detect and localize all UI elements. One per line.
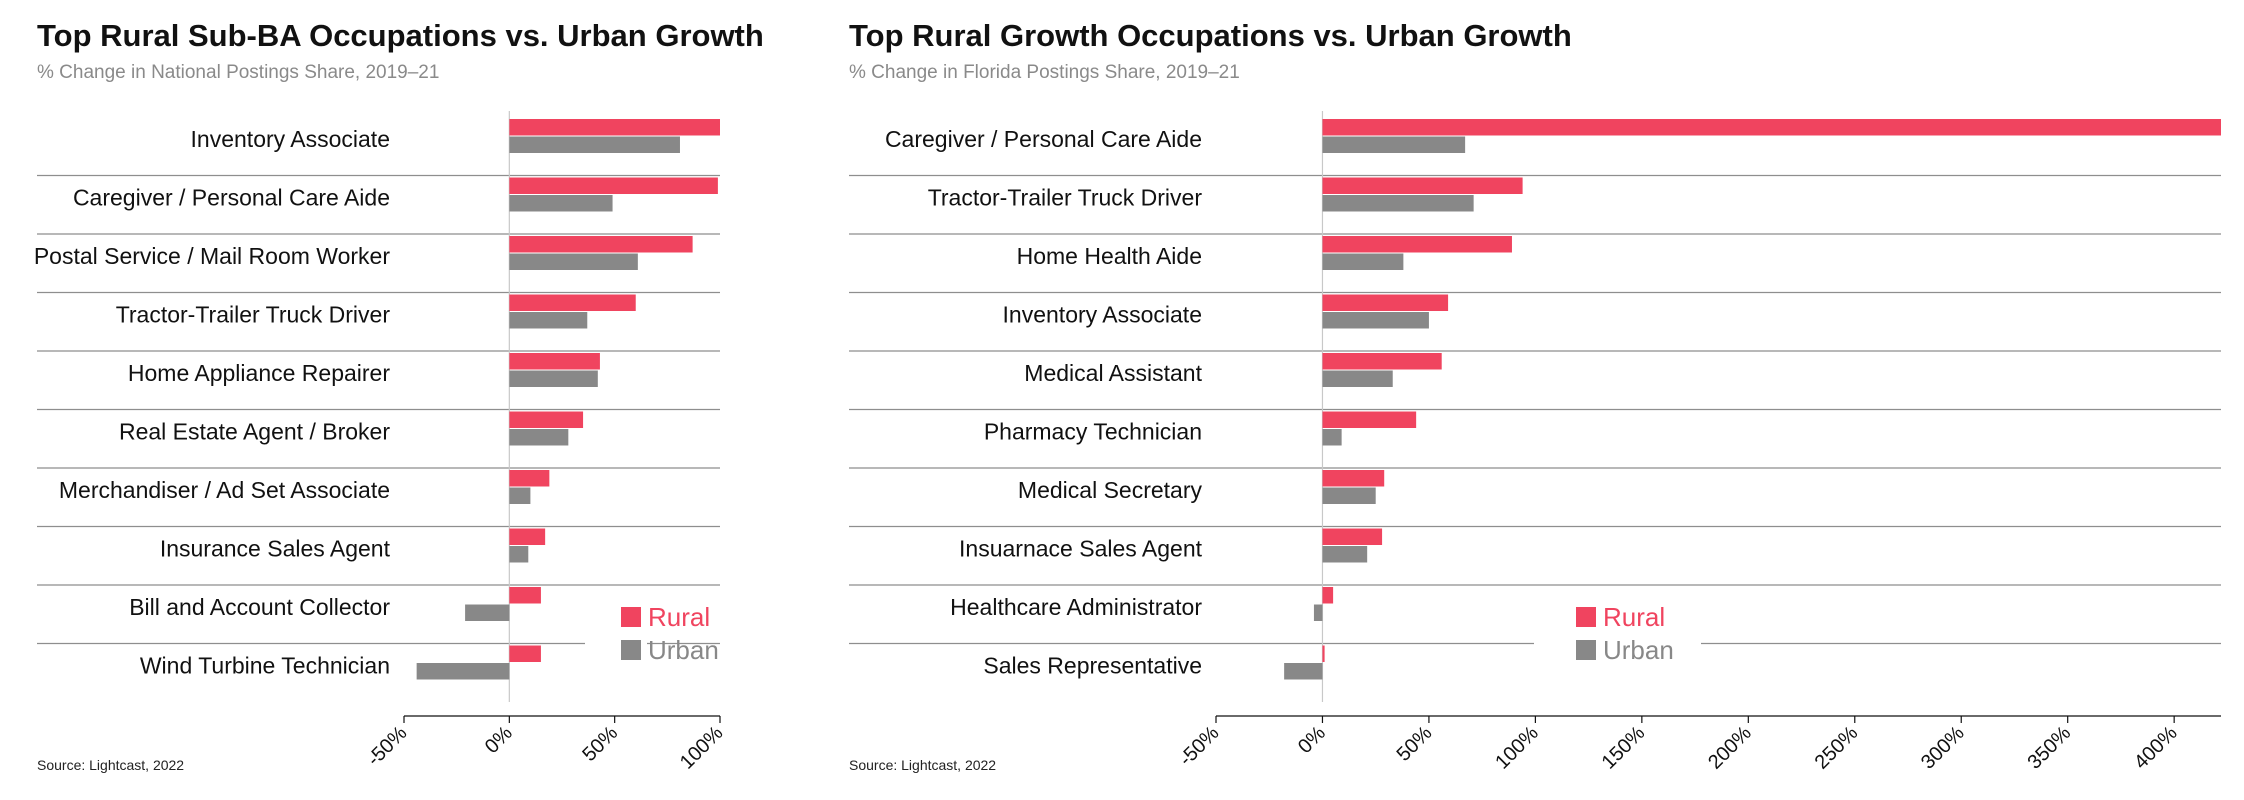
right-tick-label: 50% (1393, 722, 1437, 766)
left-tick-label: 100% (676, 722, 728, 774)
left-bar-urban (509, 370, 598, 387)
left-bar-rural (509, 411, 584, 428)
left-bar-rural (509, 528, 546, 545)
left-bar-rural (509, 236, 693, 253)
left-legend-label-rural: Rural (648, 602, 710, 632)
right-category-label: Pharmacy Technician (984, 419, 1202, 445)
right-tick-label: 100% (1491, 722, 1543, 774)
right-tick-label: 300% (1917, 722, 1969, 774)
right-tick-label: 0% (1294, 722, 1330, 758)
left-tick-label: 0% (481, 722, 517, 758)
left-category-label: Tractor-Trailer Truck Driver (116, 302, 391, 328)
right-bar-urban (1322, 429, 1342, 446)
right-category-label: Home Health Aide (1017, 243, 1202, 269)
right-bar-rural (1322, 645, 1325, 662)
right-bar-chart: Caregiver / Personal Care Aide Tractor-Tr… (849, 111, 2221, 774)
right-bar-rural (1322, 119, 2221, 136)
left-bar-urban (509, 546, 529, 563)
right-legend-label-rural: Rural (1603, 602, 1665, 632)
right-category-label: Sales Representative (983, 653, 1202, 679)
left-bar-rural (509, 645, 541, 662)
right-category-label: Tractor-Trailer Truck Driver (928, 185, 1203, 211)
right-category-label: Healthcare Administrator (950, 594, 1202, 620)
left-bar-rural (509, 587, 541, 604)
right-panel: Top Rural Growth Occupations vs. Urban G… (849, 0, 2244, 800)
left-bar-urban (416, 663, 510, 680)
left-legend-swatch-urban (621, 640, 641, 660)
left-tick-label: -50% (363, 722, 412, 771)
left-bar-rural (509, 119, 720, 136)
left-chart-title: Top Rural Sub-BA Occupations vs. Urban G… (37, 18, 764, 53)
left-chart-subtitle: % Change in National Postings Share, 201… (37, 62, 440, 83)
left-category-label: Insurance Sales Agent (160, 536, 391, 562)
left-bar-chart: Inventory Associate Caregiver / Personal … (34, 111, 728, 774)
right-bar-urban (1322, 312, 1429, 329)
right-legend-swatch-urban (1576, 640, 1596, 660)
left-bar-rural (509, 177, 718, 194)
right-chart-subtitle: % Change in Florida Postings Share, 2019… (849, 62, 1240, 83)
right-bar-urban (1322, 370, 1393, 387)
left-tick-label: 50% (578, 722, 622, 766)
right-source-note: Source: Lightcast, 2022 (849, 757, 997, 773)
left-legend-swatch-rural (621, 607, 641, 627)
right-bar-rural (1322, 353, 1442, 370)
left-bar-urban (509, 136, 680, 153)
right-chart-title: Top Rural Growth Occupations vs. Urban G… (849, 18, 1572, 53)
left-bar-rural (509, 353, 600, 370)
left-category-label: Postal Service / Mail Room Worker (34, 243, 391, 269)
left-bar-rural (509, 470, 550, 487)
right-category-label: Inventory Associate (1003, 302, 1202, 328)
right-bar-urban (1322, 136, 1466, 153)
right-category-label: Medical Secretary (1018, 477, 1203, 503)
left-source-note: Source: Lightcast, 2022 (37, 757, 185, 773)
right-bar-urban (1322, 546, 1368, 563)
right-tick-label: 200% (1704, 722, 1756, 774)
left-bar-rural (509, 294, 636, 311)
right-tick-label: 150% (1598, 722, 1650, 774)
right-tick-label: 350% (2024, 722, 2076, 774)
left-panel: Top Rural Sub-BA Occupations vs. Urban G… (34, 0, 764, 800)
right-bar-urban (1322, 487, 1376, 504)
right-bar-rural (1322, 236, 1512, 253)
left-category-label: Bill and Account Collector (129, 594, 390, 620)
right-tick-label: 400% (2130, 722, 2182, 774)
right-bar-rural (1322, 294, 1449, 311)
right-bar-urban (1313, 604, 1323, 621)
left-bar-urban (465, 604, 510, 621)
right-tick-label: 250% (1811, 722, 1863, 774)
right-bar-rural (1322, 528, 1383, 545)
right-category-label: Medical Assistant (1024, 360, 1202, 386)
left-bar-urban (509, 429, 569, 446)
right-bar-rural (1322, 587, 1334, 604)
right-bar-rural (1322, 177, 1523, 194)
left-category-label: Wind Turbine Technician (140, 653, 390, 679)
right-legend-label-urban: Urban (1603, 635, 1674, 665)
right-legend-swatch-rural (1576, 607, 1596, 627)
left-bar-urban (509, 195, 613, 212)
left-bar-urban (509, 312, 588, 329)
right-category-label: Insuarnace Sales Agent (959, 536, 1203, 562)
left-bar-urban (509, 253, 638, 270)
left-legend-label-urban: Urban (648, 635, 719, 665)
left-category-label: Inventory Associate (191, 126, 390, 152)
right-category-label: Caregiver / Personal Care Aide (885, 126, 1202, 152)
left-bar-urban (509, 487, 531, 504)
left-category-label: Caregiver / Personal Care Aide (73, 185, 390, 211)
right-bar-urban (1284, 663, 1323, 680)
left-category-label: Real Estate Agent / Broker (119, 419, 390, 445)
left-category-label: Merchandiser / Ad Set Associate (59, 477, 390, 503)
right-bar-rural (1322, 470, 1385, 487)
left-category-label: Home Appliance Repairer (128, 360, 390, 386)
right-bar-urban (1322, 253, 1404, 270)
right-bar-urban (1322, 195, 1474, 212)
right-tick-label: -50% (1175, 722, 1224, 771)
right-bar-rural (1322, 411, 1417, 428)
